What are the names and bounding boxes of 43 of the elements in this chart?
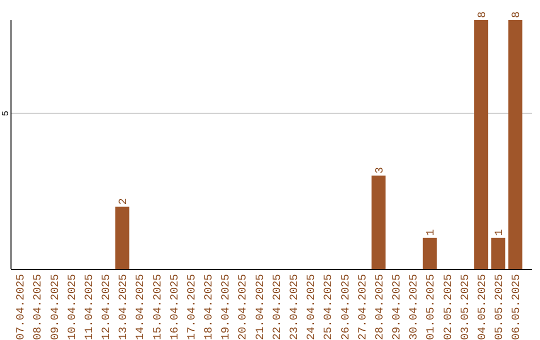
x-tick-label: 24.04.2025 — [306, 274, 318, 340]
x-tick-label: 23.04.2025 — [288, 274, 301, 340]
x-tick-label: 20.04.2025 — [238, 274, 250, 340]
x-tick-label: 02.05.2025 — [442, 274, 455, 340]
data-label: 1 — [426, 228, 438, 236]
x-tick-label: 22.04.2025 — [272, 274, 284, 340]
bar — [422, 238, 437, 269]
x-tick-label: 21.04.2025 — [254, 274, 267, 340]
x-tick-label: 15.04.2025 — [152, 274, 164, 340]
x-tick-label: 17.04.2025 — [186, 274, 198, 340]
data-label: 3 — [374, 167, 386, 174]
x-tick-label: 28.04.2025 — [374, 274, 386, 340]
x-tick-label: 07.04.2025 — [16, 274, 28, 340]
bar — [508, 20, 522, 269]
data-label: 2 — [118, 198, 130, 205]
x-tick-label: 04.05.2025 — [476, 274, 489, 340]
x-tick-label: 16.04.2025 — [169, 274, 182, 340]
data-label: 1 — [494, 228, 506, 236]
x-tick-label: 01.05.2025 — [426, 274, 438, 340]
x-tick-label: 08.04.2025 — [32, 274, 45, 340]
x-tick-label: 30.04.2025 — [408, 274, 421, 340]
x-tick-label: 14.04.2025 — [135, 274, 148, 340]
x-tick-label: 29.04.2025 — [392, 274, 404, 340]
bar — [491, 238, 506, 269]
x-tick-label: 19.04.2025 — [220, 274, 233, 340]
bar — [474, 20, 488, 269]
x-tick-label: 25.04.2025 — [323, 274, 336, 340]
x-tick-label: 26.04.2025 — [340, 274, 352, 340]
x-tick-label: 03.05.2025 — [460, 274, 472, 340]
bar — [115, 206, 130, 269]
x-tick-label: 06.05.2025 — [511, 274, 524, 340]
y-tick-label: 5 — [1, 110, 11, 116]
x-tick-label: 05.05.2025 — [494, 274, 506, 340]
x-tick-label: 11.04.2025 — [84, 274, 96, 340]
x-tick-label: 13.04.2025 — [118, 274, 130, 340]
x-tick-label: 09.04.2025 — [50, 274, 62, 340]
data-label: 8 — [476, 11, 489, 18]
x-tick-label: 12.04.2025 — [101, 274, 114, 340]
bar — [372, 176, 386, 269]
data-label: 8 — [511, 11, 524, 18]
x-tick-label: 10.04.2025 — [66, 274, 79, 340]
x-tick-label: 27.04.2025 — [357, 274, 370, 340]
x-tick-label: 18.04.2025 — [204, 274, 216, 340]
